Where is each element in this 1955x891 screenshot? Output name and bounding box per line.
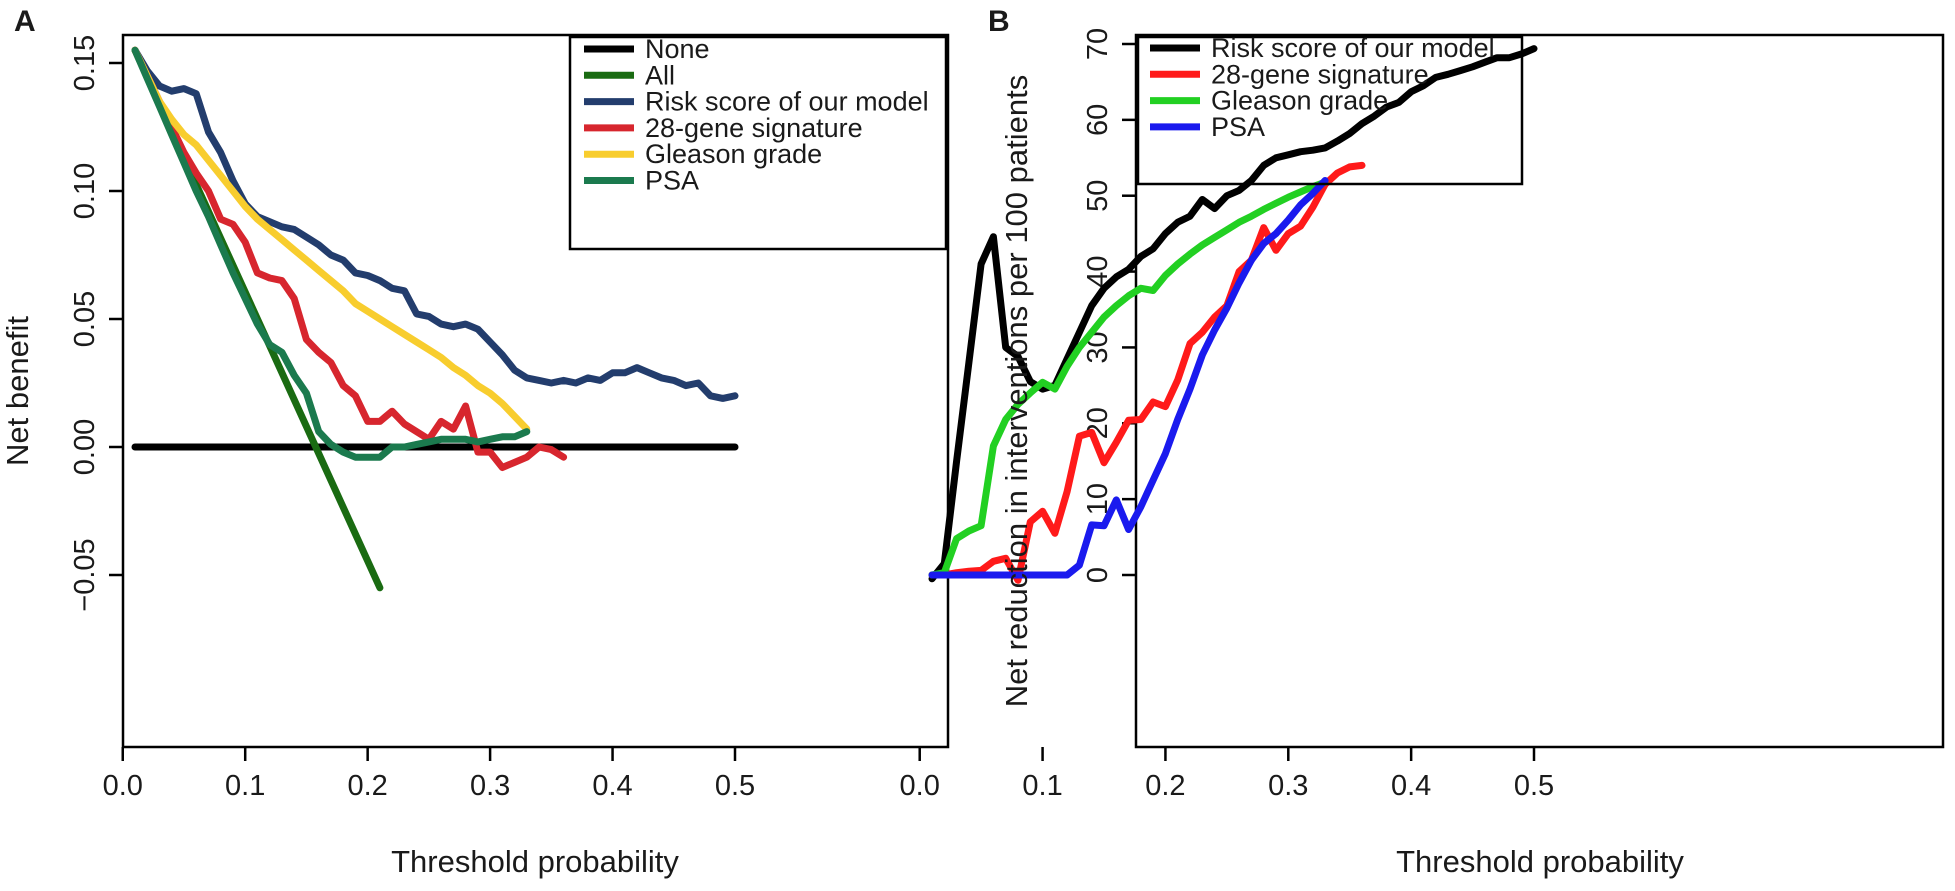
panel-a: A 0.0 0.1 0.2 0.3 0.4 0.5 −0.05 0.00 0.05 0.10 0.… [0, 5, 950, 879]
series-line-gleason-grade [928, 178, 1329, 579]
legend-label: Gleason grade [1211, 86, 1388, 116]
legend-label: Risk score of our model [1211, 33, 1495, 63]
legend-label: 28-gene signature [645, 113, 863, 143]
x-tick-label: 0.4 [1391, 770, 1431, 802]
legend-label: Risk score of our model [645, 87, 929, 117]
legend-label: 28-gene signature [1211, 59, 1429, 89]
legend-label: None [645, 34, 710, 64]
y-tick-label: 0.05 [69, 291, 101, 347]
x-tick-label: 0.2 [347, 770, 387, 802]
x-tick-label: 0.3 [470, 770, 510, 802]
x-tick-label: 0.0 [103, 770, 143, 802]
y-tick-label: 60 [1082, 104, 1114, 136]
panel-b-letter: B [988, 5, 1010, 38]
series-line-28-gene-signature [131, 46, 568, 471]
x-tick-label: 0.1 [1022, 770, 1062, 802]
panel-b-series [928, 45, 1538, 584]
y-tick-label: 0.10 [69, 163, 101, 219]
series-line-28-gene-signature [928, 161, 1366, 584]
y-tick-label: 0.15 [69, 35, 101, 91]
panel-b-x-axis-label: Threshold probability [1396, 844, 1684, 879]
y-tick-label: 0.00 [69, 419, 101, 475]
y-tick-label: −0.05 [69, 538, 101, 611]
x-tick-label: 0.2 [1145, 770, 1185, 802]
panel-a-x-axis-label: Threshold probability [391, 844, 679, 879]
x-tick-label: 0.0 [900, 770, 940, 802]
panel-a-y-axis-label: Net benefit [0, 316, 35, 466]
series-line-gleason-grade [131, 46, 531, 433]
panel-a-legend-box [568, 35, 948, 251]
panel-b-plot-frame [1134, 33, 1945, 749]
legend-label: All [645, 60, 675, 90]
panel-a-letter: A [14, 5, 36, 38]
x-tick-label: 0.1 [225, 770, 265, 802]
series-line-psa [928, 177, 1329, 579]
y-tick-label: 70 [1082, 28, 1114, 60]
y-tick-label: 0 [1082, 567, 1114, 583]
panel-b-x-axis: 0.0 0.1 0.2 0.3 0.4 0.5 [900, 747, 1554, 802]
legend-label: PSA [1211, 112, 1265, 142]
x-tick-label: 0.5 [715, 770, 755, 802]
x-tick-label: 0.3 [1268, 770, 1308, 802]
panel-a-y-axis: −0.05 0.00 0.05 0.10 0.15 [69, 35, 123, 612]
x-tick-label: 0.4 [592, 770, 632, 802]
panel-a-x-axis: 0.0 0.1 0.2 0.3 0.4 0.5 [103, 747, 755, 802]
panel-a-plot-frame [121, 33, 950, 749]
series-line-risk-score-of-our-model [131, 46, 739, 402]
series-line-psa [131, 46, 531, 461]
series-line-risk-score-of-our-model [928, 45, 1538, 583]
panel-b-legend-box [1136, 35, 1524, 186]
y-tick-label: 50 [1082, 180, 1114, 212]
legend-label: PSA [645, 166, 699, 196]
x-tick-label: 0.5 [1514, 770, 1554, 802]
panel-b-y-axis-label: Net reduction in interventions per 100 p… [999, 75, 1034, 707]
panel-a-series [131, 46, 739, 592]
legend-label: Gleason grade [645, 139, 822, 169]
